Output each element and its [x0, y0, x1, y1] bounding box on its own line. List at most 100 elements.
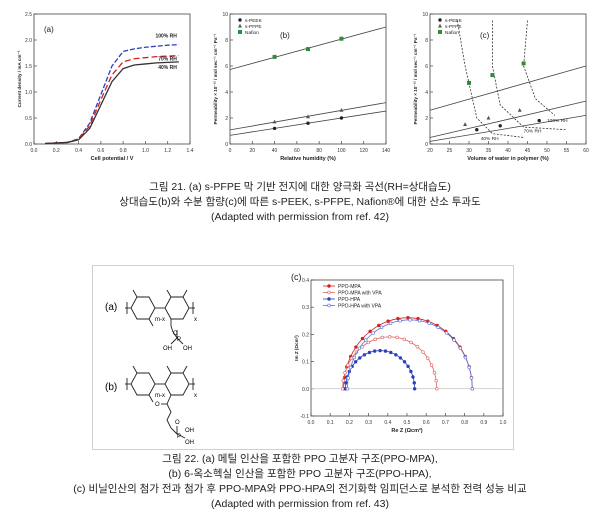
- nyquist-point: [463, 355, 468, 360]
- nyquist-point: [402, 337, 406, 342]
- nyquist-ytick-label: 0.2: [302, 332, 309, 338]
- chart-b-svg: 0 20 40 60 80 100 120 140 0 2 4 6 8 10 Relative humidi…: [213, 12, 390, 162]
- chart-b-legend-marker: [238, 18, 242, 22]
- chart-b-legend-label: s-PFPE: [245, 24, 262, 30]
- struct-a-o: O: [173, 331, 178, 337]
- chart-b-point: [272, 126, 277, 131]
- chart-b-point: [339, 36, 344, 41]
- struct-a-sub1: m-x: [155, 317, 165, 323]
- chart-b-plot-frame: [229, 13, 387, 145]
- chart-b-point: [272, 54, 277, 59]
- chart-c-fit-line-1: [429, 100, 587, 138]
- nyquist-point: [377, 323, 381, 328]
- nyquist-point: [362, 353, 367, 357]
- chart-a-ytick-label: 0.5: [25, 116, 32, 122]
- nyquist-ytick-label: -0.1: [300, 414, 309, 420]
- nyquist-point: [346, 363, 350, 367]
- nyquist-point: [373, 337, 377, 342]
- chart-b-legend-marker: [238, 23, 242, 28]
- chart-b-ytick-label: 2: [225, 116, 228, 122]
- chart-c-xtick-label: 35: [486, 148, 492, 154]
- chart-c-xlabel: Volume of water in polymer (%): [467, 156, 549, 162]
- nyquist-legend-label: PPO-MPA with VPA: [338, 290, 382, 296]
- chart-a-xtick-label: 1.4: [187, 148, 194, 154]
- struct-b-oh2: OH: [185, 428, 194, 434]
- chart-c-annotation-100: 100% RH: [547, 118, 568, 124]
- chart-c-point: [537, 118, 541, 123]
- chart-b-xtick-label: 0: [229, 148, 232, 154]
- nyquist-legend-marker: [327, 303, 331, 308]
- chart-b-xlabel: Relative humidity (%): [280, 156, 336, 162]
- nyquist-point: [412, 387, 417, 391]
- nyquist-ytick-label: 0.3: [302, 305, 309, 311]
- nyquist-xtick-label: 0.4: [384, 420, 391, 426]
- figure22-caption-line2: (b) 6-옥소헥실 인산을 포함한 PPO 고분자 구조(PPO-HPA),: [168, 468, 432, 480]
- chart-a-ytick-label: 1.0: [25, 90, 32, 96]
- chart-nyquist-svg: 0.0 0.1 0.2 0.3 0.4 0.5 0.6 0.7 0.8 0.9 1.0-0.10.0…: [291, 272, 507, 434]
- nyquist-point: [444, 331, 449, 335]
- chart-a-xtick-label: 0.4: [75, 148, 82, 154]
- chart-b-ytick-label: 6: [225, 64, 228, 70]
- chart-c-rh-curve-2: [523, 20, 556, 116]
- nyquist-xtick-label: 0.7: [442, 420, 449, 426]
- chart-a-series-label-2: 40% RH: [158, 65, 177, 71]
- chart-c-xtick-label: 20: [427, 148, 433, 154]
- nyquist-point: [352, 355, 356, 360]
- struct-a-p: P: [177, 337, 181, 343]
- nyquist-point: [380, 335, 385, 340]
- chart-b-point: [339, 108, 344, 112]
- chart-c-point: [498, 124, 502, 128]
- chart-a-series-line-2: [45, 61, 179, 145]
- nyquist-ylabel: Im Z (Ωcm²): [294, 335, 299, 361]
- chart-c-legend-marker: [438, 23, 442, 28]
- chart-c-ytick-label: 10: [422, 12, 428, 18]
- chart-b-point: [306, 121, 310, 125]
- chart-b-xtick-label: 20: [250, 148, 256, 154]
- chart-c-rh-curve-0: [456, 20, 524, 138]
- struct-b: [125, 365, 195, 439]
- chart-c-legend-marker: [438, 18, 442, 22]
- chart-b-legend-marker: [238, 30, 242, 34]
- nyquist-point: [345, 387, 350, 391]
- structures-svg: (a) (b) m-x x O P OH OH: [105, 289, 197, 446]
- nyquist-xtick-label: 1.0: [500, 420, 507, 426]
- chart-b-point: [272, 119, 277, 124]
- chart-c-rh-curve-1: [492, 20, 567, 131]
- nyquist-point: [409, 369, 413, 374]
- chart-a-series-label-0: 100% RH: [155, 34, 177, 40]
- nyquist-point: [366, 340, 371, 345]
- nyquist-point: [358, 356, 362, 360]
- figure21-caption-line2: 상대습도(b)와 수분 함량(c)에 따른 s-PEEK, s-PFPE, Na…: [119, 196, 481, 208]
- chart-a-ylabel: Current density / mA cm⁻²: [17, 50, 22, 107]
- nyquist-point: [458, 346, 463, 350]
- nyquist-point: [435, 387, 439, 391]
- nyquist-point: [389, 350, 393, 355]
- figure21-caption-line1: 그림 21. (a) s-PFPE 막 기반 전지에 대한 양극화 곡선(RH=…: [149, 181, 451, 193]
- chart-b-ylabel: Permeability × 10⁻¹² / mol sec⁻¹ cm⁻¹ Pa…: [213, 33, 218, 124]
- chart-c-xtick-label: 45: [525, 148, 531, 154]
- chart-a-panel-label: (a): [44, 25, 54, 34]
- nyquist-legend-marker: [327, 290, 331, 295]
- chart-a-series-label-1: 70% RH: [158, 57, 177, 63]
- nyquist-point: [346, 376, 350, 380]
- chart-b-point: [306, 114, 310, 119]
- chart-c-annotation-70: 70% RH: [524, 128, 542, 134]
- nyquist-arc-0: [343, 317, 473, 389]
- chart-c-fit-line-2: [429, 65, 587, 111]
- figure21-chart-c: 20 25 30 35 40 45 50 55 60 0 2 4 6 8 10 Volume of water…: [400, 0, 600, 172]
- struct-b-label: (b): [105, 382, 117, 393]
- chart-b-ytick-label: 8: [225, 38, 228, 44]
- struct-b-o: O: [175, 420, 180, 426]
- chart-c-legend-marker: [438, 30, 442, 34]
- nyquist-xtick-label: 0.1: [327, 420, 334, 426]
- chart-a-ytick-label: 2.5: [25, 12, 32, 18]
- nyquist-ytick-label: 0.0: [302, 387, 309, 393]
- chart-c-point: [475, 128, 479, 132]
- nyquist-legend-label: PPO-HPA: [338, 297, 361, 303]
- nyquist-point: [386, 319, 390, 323]
- nyquist-xtick-label: 0.6: [423, 420, 430, 426]
- chart-c-legend-label: Nafion: [445, 30, 459, 36]
- chart-c-point: [463, 122, 468, 126]
- nyquist-ytick-label: 0.4: [302, 278, 309, 284]
- chart-c-xtick-label: 30: [466, 148, 472, 154]
